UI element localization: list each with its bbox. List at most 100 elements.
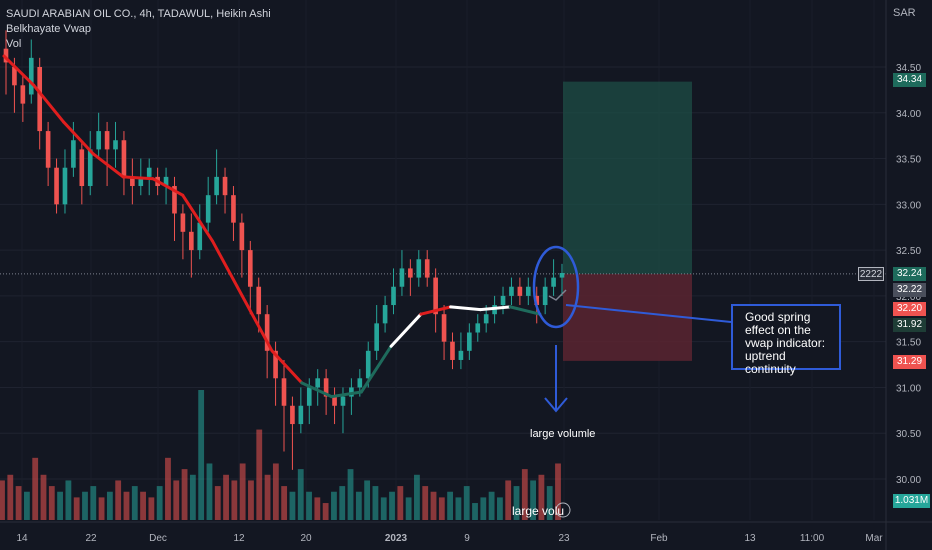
- volume-bar: [314, 497, 321, 520]
- volume-bar: [289, 491, 296, 520]
- volume-bar: [256, 429, 263, 520]
- vwap-segment: [91, 152, 125, 179]
- volume-bar: [438, 497, 445, 520]
- price-tick-label: 33.50: [896, 155, 921, 166]
- volume-bar: [231, 480, 238, 520]
- large-volume-label-bottom: large volu: [512, 504, 565, 518]
- time-tick-label: 20: [300, 533, 312, 544]
- vwap-segment: [300, 381, 334, 399]
- time-tick-label: 9: [464, 533, 470, 544]
- candle-body: [441, 314, 447, 342]
- candle-body: [340, 396, 346, 406]
- volume-bar: [513, 486, 520, 520]
- volume-bar: [131, 486, 138, 520]
- candle-body: [391, 286, 396, 306]
- volume-bar: [488, 491, 495, 520]
- volume-bar: [297, 469, 304, 520]
- chart-legend: SAUDI ARABIAN OIL CO., 4h, TADAWUL, Heik…: [6, 7, 271, 52]
- volume-bar: [480, 497, 487, 520]
- candle-body: [517, 286, 523, 296]
- vwap-segment: [359, 344, 393, 394]
- candle-body: [20, 85, 26, 104]
- close-price-badge-red: 32.20: [893, 302, 926, 316]
- volume-bar: [521, 469, 528, 520]
- price-tick-label: 30.50: [896, 429, 921, 440]
- price-tick-label: 31.00: [896, 383, 921, 394]
- candle-body: [332, 396, 337, 406]
- candle-body: [357, 378, 363, 388]
- vwap-segment: [240, 294, 274, 353]
- volume-bar: [156, 486, 163, 520]
- down-arrow-head: [544, 397, 568, 413]
- stop-price-badge: 31.29: [893, 355, 926, 369]
- candles: [3, 30, 565, 470]
- callout-box[interactable]: Good spring effect on the vwap indicator…: [731, 304, 841, 376]
- volume-bar: [339, 486, 346, 520]
- time-axis[interactable]: 14 22 Dec 12 20 2023 9 23 Feb 13 11:00 Mar: [0, 521, 932, 544]
- candle-body: [205, 195, 211, 223]
- candle-body: [525, 286, 531, 296]
- candle-body: [315, 378, 321, 388]
- candle-body: [231, 195, 236, 223]
- candle-body: [450, 341, 455, 360]
- close-price-badge: 32.22: [893, 283, 926, 297]
- volume-bar: [48, 486, 55, 520]
- candle-body: [374, 323, 379, 351]
- symbol-title[interactable]: SAUDI ARABIAN OIL CO., 4h, TADAWUL, Heik…: [6, 8, 271, 20]
- volume-bar: [414, 474, 420, 520]
- time-tick-label: Mar: [865, 533, 883, 544]
- candle-body: [365, 350, 371, 379]
- candle-body: [509, 286, 514, 296]
- volume-bar: [189, 474, 196, 520]
- candle-body: [349, 387, 354, 397]
- candle-body: [500, 295, 506, 306]
- candle-body: [104, 131, 110, 150]
- volume-bar: [98, 497, 105, 520]
- candle-body: [28, 57, 34, 95]
- volume-bar: [198, 390, 205, 520]
- candle-body: [172, 186, 177, 214]
- position-zones: [0, 81, 886, 361]
- candle-body: [3, 48, 9, 63]
- candle-body: [551, 277, 556, 287]
- candle-body: [96, 131, 101, 150]
- volume-label[interactable]: Vol: [6, 38, 22, 50]
- candle-body: [62, 167, 68, 205]
- volume-bar: [538, 474, 545, 520]
- volume-bar: [40, 474, 47, 520]
- volume-bar: [248, 480, 254, 520]
- time-tick-label: 13: [744, 533, 756, 544]
- annotation-drawings: [532, 245, 732, 518]
- volume-bar: [272, 463, 279, 520]
- candle-body: [542, 286, 548, 306]
- candle-body: [37, 67, 43, 132]
- candle-body: [433, 277, 438, 315]
- volume-bar: [472, 503, 478, 520]
- volume-badge: 1.031M: [893, 494, 930, 508]
- volume-bar: [555, 463, 561, 520]
- candle-body: [416, 259, 422, 278]
- volume-bar: [82, 491, 88, 520]
- indicator-label[interactable]: Belkhayate Vwap: [6, 23, 91, 35]
- volume-bar: [397, 486, 404, 520]
- currency-label: SAR: [893, 7, 916, 19]
- candle-body: [197, 222, 203, 251]
- volume-bar: [455, 497, 462, 520]
- volume-bar: [463, 486, 470, 520]
- vwap-segment: [449, 305, 482, 312]
- time-tick-label: Feb: [650, 533, 668, 544]
- volume-bar: [181, 469, 188, 520]
- time-tick-label: 11:00: [800, 533, 825, 544]
- volume-bars: [0, 390, 561, 520]
- price-axis[interactable]: 34.50 34.00 33.50 33.00 32.50 32.00 31.50 31.00…: [885, 0, 921, 550]
- candle-body: [306, 387, 312, 406]
- candle-body: [298, 405, 304, 425]
- volume-bar: [106, 491, 113, 520]
- last-price-badge: 32.24: [893, 267, 926, 281]
- volume-bar: [380, 497, 387, 520]
- candle-body: [189, 231, 194, 251]
- time-tick-label: 23: [558, 533, 570, 544]
- volume-bar: [430, 491, 437, 520]
- candle-body: [130, 176, 135, 187]
